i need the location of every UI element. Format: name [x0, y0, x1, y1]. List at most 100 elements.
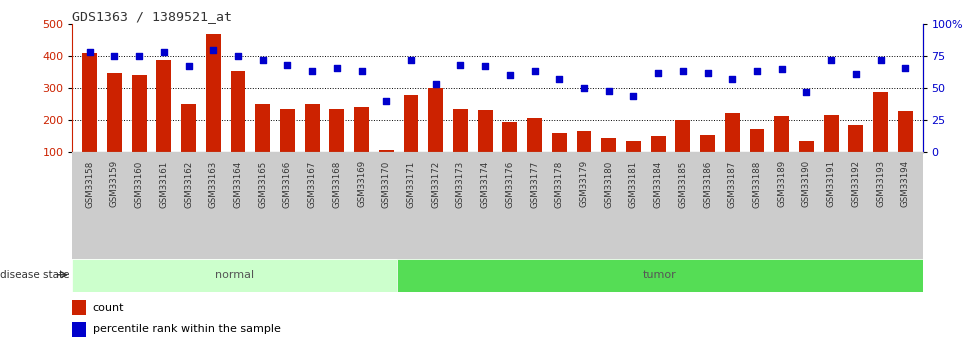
Point [724, 76, 740, 82]
Text: GSM33166: GSM33166 [283, 160, 292, 208]
Point [428, 81, 443, 87]
Text: GSM33187: GSM33187 [727, 160, 737, 208]
Point [552, 76, 567, 82]
Text: GSM33158: GSM33158 [85, 160, 95, 208]
Point [823, 57, 838, 63]
Bar [72, 322, 86, 337]
Point [379, 98, 394, 104]
Text: GSM33185: GSM33185 [678, 160, 688, 208]
Text: GSM33161: GSM33161 [159, 160, 168, 208]
Text: GSM33194: GSM33194 [900, 160, 910, 207]
Bar [82, 53, 98, 152]
Point [799, 89, 814, 95]
Point [329, 65, 345, 70]
Point [106, 53, 122, 59]
Point [848, 71, 864, 77]
Bar [577, 131, 591, 152]
Point [601, 88, 616, 93]
Point [873, 57, 889, 63]
Point [577, 85, 592, 91]
Bar [404, 95, 418, 152]
Bar [552, 132, 567, 152]
Text: GSM33190: GSM33190 [802, 160, 810, 207]
Point [750, 69, 765, 74]
Point [774, 66, 789, 71]
Point [403, 57, 418, 63]
Text: disease state: disease state [0, 270, 70, 280]
Point [280, 62, 296, 68]
Point [626, 93, 641, 98]
Text: GSM33179: GSM33179 [580, 160, 588, 207]
Bar [72, 300, 86, 315]
Text: GSM33159: GSM33159 [110, 160, 119, 207]
Point [304, 69, 320, 74]
Bar [72, 259, 397, 292]
Point [255, 57, 270, 63]
Text: percentile rank within the sample: percentile rank within the sample [93, 325, 281, 334]
Bar [255, 104, 270, 152]
Text: GSM33181: GSM33181 [629, 160, 638, 208]
Bar [824, 115, 838, 152]
Bar [675, 120, 691, 152]
Text: GSM33163: GSM33163 [209, 160, 217, 208]
Point [897, 65, 913, 70]
Text: GSM33162: GSM33162 [185, 160, 193, 208]
Point [230, 53, 245, 59]
Bar [750, 129, 764, 152]
Bar [502, 122, 517, 152]
Point [502, 72, 518, 78]
Point [453, 62, 469, 68]
Bar [873, 92, 888, 152]
Text: GSM33176: GSM33176 [505, 160, 514, 208]
Point [181, 63, 196, 69]
Text: GSM33170: GSM33170 [382, 160, 391, 208]
Text: normal: normal [215, 270, 254, 280]
Text: GSM33180: GSM33180 [604, 160, 613, 208]
Bar [397, 259, 923, 292]
Text: GSM33192: GSM33192 [851, 160, 861, 207]
Bar [304, 104, 320, 152]
Bar [280, 109, 295, 152]
Bar [651, 137, 666, 152]
Point [156, 49, 172, 55]
Bar [107, 73, 122, 152]
Text: GSM33174: GSM33174 [481, 160, 490, 208]
Text: GSM33169: GSM33169 [357, 160, 366, 207]
Text: GSM33171: GSM33171 [407, 160, 415, 208]
Point [650, 70, 666, 76]
Bar [231, 71, 245, 152]
Bar [453, 109, 468, 152]
Text: GSM33168: GSM33168 [332, 160, 341, 208]
Point [354, 69, 369, 74]
Point [675, 69, 691, 74]
Point [82, 49, 98, 55]
Bar [527, 118, 542, 152]
Text: GSM33184: GSM33184 [654, 160, 663, 208]
Point [526, 69, 542, 74]
Text: GSM33186: GSM33186 [703, 160, 712, 208]
Text: GSM33188: GSM33188 [753, 160, 761, 208]
Text: tumor: tumor [643, 270, 677, 280]
Text: GSM33173: GSM33173 [456, 160, 465, 208]
Bar [182, 104, 196, 152]
Bar [379, 150, 394, 152]
Text: GSM33193: GSM33193 [876, 160, 885, 207]
Point [206, 47, 221, 52]
Bar [329, 109, 344, 152]
Text: GSM33167: GSM33167 [307, 160, 317, 208]
Bar [206, 34, 220, 152]
Text: GSM33177: GSM33177 [530, 160, 539, 208]
Bar [478, 110, 493, 152]
Bar [131, 75, 147, 152]
Bar [428, 88, 443, 152]
Bar [700, 135, 715, 152]
Text: GSM33165: GSM33165 [258, 160, 268, 208]
Bar [724, 113, 740, 152]
Text: GSM33160: GSM33160 [134, 160, 144, 208]
Point [477, 63, 493, 69]
Bar [626, 141, 640, 152]
Text: GSM33189: GSM33189 [778, 160, 786, 207]
Text: GSM33164: GSM33164 [234, 160, 242, 208]
Bar [897, 111, 913, 152]
Text: GSM33172: GSM33172 [431, 160, 440, 208]
